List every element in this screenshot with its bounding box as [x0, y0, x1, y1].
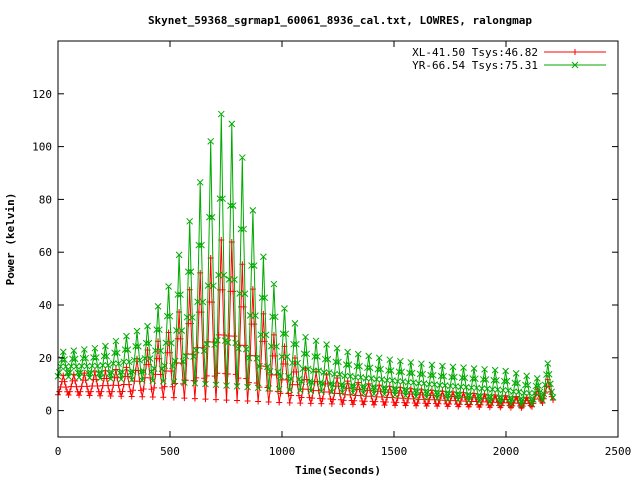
y-tick-label: 20	[39, 352, 52, 365]
x-tick-label: 2000	[493, 445, 520, 458]
series-markers-1	[55, 237, 557, 411]
plot-frame	[57, 40, 619, 438]
legend-label-2: YR-66.54 Tsys:75.31	[412, 59, 538, 72]
x-tick-label: 2500	[605, 445, 632, 458]
legend-marker-1	[572, 49, 578, 55]
legend-label-1: XL-41.50 Tsys:46.82	[412, 46, 538, 59]
series-line-2	[57, 114, 554, 407]
series-marker-set	[54, 110, 557, 409]
legend-marker-2	[571, 61, 579, 69]
x-tick-label: 1500	[381, 445, 408, 458]
axis-ticks: 0 500 1000 1500 2000 2500 0 20 40 60 80 100 120	[32, 41, 631, 458]
y-tick-label: 60	[39, 246, 52, 259]
y-tick-label: 0	[45, 405, 52, 418]
y-tick-label: 80	[39, 193, 52, 206]
x-tick-label: 0	[55, 445, 62, 458]
y-tick-label: 120	[32, 88, 52, 101]
y-axis-label: Power (kelvin)	[4, 193, 17, 286]
y-tick-label: 100	[32, 141, 52, 154]
x-axis-label: Time(Seconds)	[295, 464, 381, 477]
series-markers-2	[54, 110, 557, 409]
x-tick-label: 1000	[269, 445, 296, 458]
chart-title: Skynet_59368_sgrmap1_60061_8936_cal.txt,…	[148, 14, 532, 27]
series-marker-set	[55, 237, 557, 411]
x-tick-label: 500	[160, 445, 180, 458]
y-tick-label: 40	[39, 299, 52, 312]
series-line-1	[57, 239, 554, 409]
plot-data	[54, 110, 557, 411]
